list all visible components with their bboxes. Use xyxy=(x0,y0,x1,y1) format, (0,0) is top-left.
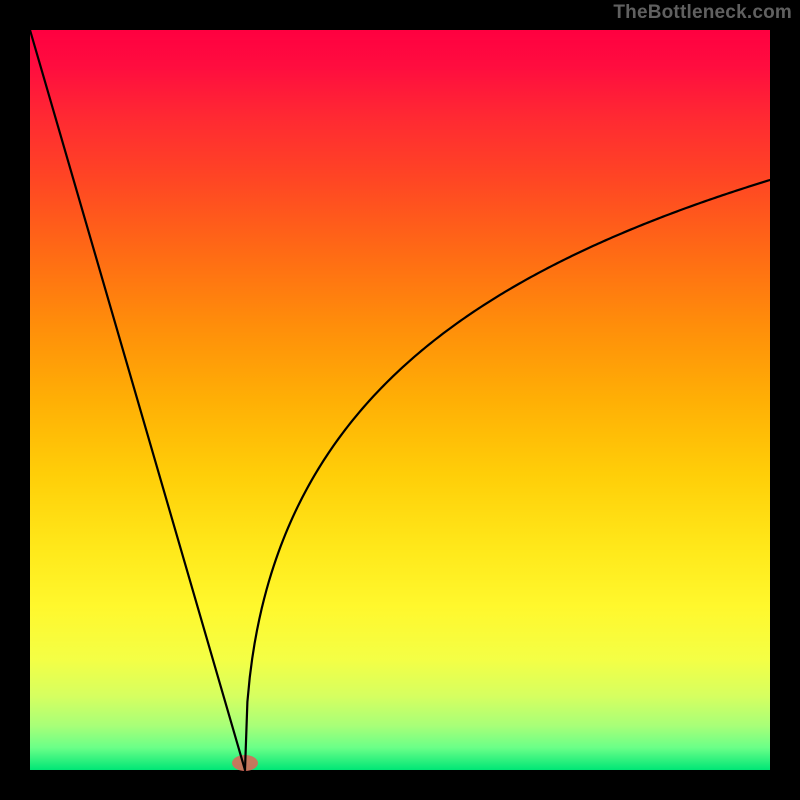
plot-background xyxy=(30,30,770,770)
bottleneck-chart xyxy=(0,0,800,800)
chart-container: TheBottleneck.com xyxy=(0,0,800,800)
watermark-text: TheBottleneck.com xyxy=(613,2,792,24)
